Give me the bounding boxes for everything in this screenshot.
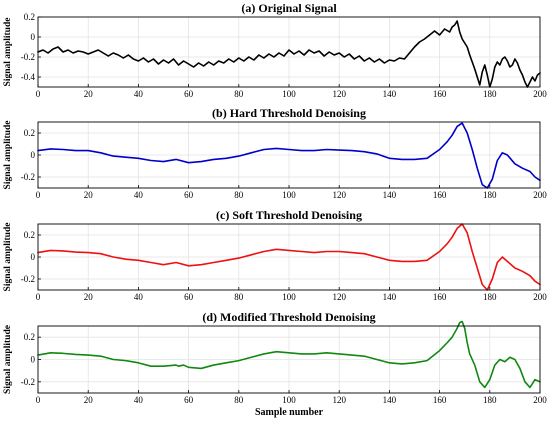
- panel-4-x-tick-label-10: 200: [533, 395, 547, 405]
- panel-4-y-tick-label-2: 0.2: [24, 332, 35, 342]
- panel-2-x-tick-label-5: 100: [282, 190, 296, 200]
- panel-3-x-tick-label-7: 140: [383, 292, 397, 302]
- panel-4-x-tick-label-1: 20: [84, 395, 94, 405]
- panel-3-x-tick-label-10: 200: [533, 292, 547, 302]
- panel-2-x-tick-label-2: 40: [134, 190, 144, 200]
- panel-1-x-tick-label-4: 80: [234, 89, 244, 99]
- panel-4-x-tick-label-6: 120: [332, 395, 346, 405]
- panel-2-y-tick-label-2: 0.2: [24, 128, 35, 138]
- panel-2-x-tick-label-0: 0: [36, 190, 41, 200]
- panel-1-series-line-1: [37, 20, 541, 88]
- panel-4-x-tick-label-9: 180: [483, 395, 497, 405]
- panel-3-x-tick-label-0: 0: [36, 292, 41, 302]
- panel-4-x-tick-label-5: 100: [282, 395, 296, 405]
- panel-2-x-tick-label-8: 160: [433, 190, 447, 200]
- panel-3-y-axis-label: Signal amplitude: [3, 223, 13, 292]
- panel-3-x-tick-label-3: 60: [184, 292, 194, 302]
- panel-2-x-tick-label-1: 20: [84, 190, 94, 200]
- panel-3-series-line-1: [37, 223, 541, 291]
- panel-4-x-tick-label-7: 140: [383, 395, 397, 405]
- panel-4-x-tick-label-8: 160: [433, 395, 447, 405]
- panel-3-x-tick-label-5: 100: [282, 292, 296, 302]
- panel-1-title: (a) Original Signal: [241, 1, 337, 15]
- panel-1-y-axis-label: Signal amplitude: [3, 18, 13, 87]
- panel-3-x-tick-label-1: 20: [84, 292, 94, 302]
- panel-1-x-tick-label-6: 120: [332, 89, 346, 99]
- panel-1-y-tick-label-0: -0.4: [21, 72, 36, 82]
- panel-4-y-axis-label: Signal amplitude: [3, 325, 13, 394]
- panel-1-x-tick-label-0: 0: [36, 89, 41, 99]
- panel-2-x-tick-label-3: 60: [184, 190, 194, 200]
- panel-3-title: (c) Soft Threshold Denoising: [216, 208, 362, 222]
- panel-4-y-tick-label-1: 0: [31, 355, 36, 365]
- panel-1-x-tick-label-10: 200: [533, 89, 547, 99]
- panel-3-x-tick-label-2: 40: [134, 292, 144, 302]
- panel-3-x-tick-label-8: 160: [433, 292, 447, 302]
- panel-2-series-line-1: [37, 122, 541, 189]
- panel-1-x-tick-label-3: 60: [184, 89, 194, 99]
- panel-3-y-tick-label-0: -0.2: [21, 274, 35, 284]
- panel-1-y-tick-label-1: -0.2: [21, 52, 35, 62]
- panel-3-x-tick-label-6: 120: [332, 292, 346, 302]
- panel-4-x-tick-label-3: 60: [184, 395, 194, 405]
- panel-4-x-axis-label: Sample number: [255, 407, 324, 418]
- panel-4-x-tick-label-2: 40: [134, 395, 144, 405]
- panel-2-x-tick-label-4: 80: [234, 190, 244, 200]
- panel-4-x-tick-label-4: 80: [234, 395, 244, 405]
- panel-2-x-tick-label-6: 120: [332, 190, 346, 200]
- panel-2-y-tick-label-0: -0.2: [21, 172, 35, 182]
- panel-3-y-tick-label-1: 0: [31, 252, 36, 262]
- panel-2-x-tick-label-7: 140: [383, 190, 397, 200]
- panel-4-title: (d) Modified Threshold Denoising: [202, 310, 375, 324]
- panel-4-series-line-1: [37, 320, 541, 389]
- panel-2-y-axis-label: Signal amplitude: [3, 121, 13, 190]
- panel-1-x-tick-label-2: 40: [134, 89, 144, 99]
- panel-2-title: (b) Hard Threshold Denoising: [212, 106, 366, 120]
- panel-3-x-tick-label-4: 80: [234, 292, 244, 302]
- panel-1-y-tick-label-2: 0: [31, 32, 36, 42]
- panel-1-x-tick-label-5: 100: [282, 89, 296, 99]
- panel-4-x-tick-label-0: 0: [36, 395, 41, 405]
- panel-1-x-tick-label-9: 180: [483, 89, 497, 99]
- panel-3-x-tick-label-9: 180: [483, 292, 497, 302]
- panel-1-x-tick-label-8: 160: [433, 89, 447, 99]
- panel-1-y-tick-label-3: 0.2: [24, 12, 35, 22]
- panel-1-x-tick-label-7: 140: [383, 89, 397, 99]
- panel-2-y-tick-label-1: 0: [31, 150, 36, 160]
- panel-4-y-tick-label-0: -0.2: [21, 377, 35, 387]
- panel-2-x-tick-label-9: 180: [483, 190, 497, 200]
- panel-2-x-tick-label-10: 200: [533, 190, 547, 200]
- panel-1-x-tick-label-1: 20: [84, 89, 94, 99]
- panel-3-y-tick-label-2: 0.2: [24, 230, 35, 240]
